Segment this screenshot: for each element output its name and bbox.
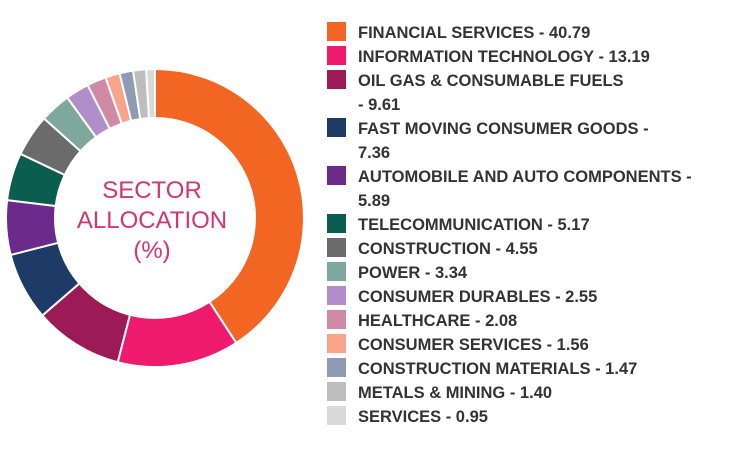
legend-swatch: [327, 358, 346, 377]
legend-label: AUTOMOBILE AND AUTO COMPONENTS -5.89: [358, 168, 692, 210]
legend-swatch: [327, 262, 346, 281]
legend-swatch: [327, 334, 346, 353]
legend-label: HEALTHCARE - 2.08: [358, 312, 518, 330]
legend-swatch: [327, 286, 346, 305]
legend-swatch: [327, 382, 346, 401]
legend-label: CONSTRUCTION - 4.55: [358, 240, 538, 258]
legend-label: CONSTRUCTION MATERIALS - 1.47: [358, 360, 638, 378]
legend-swatch: [327, 22, 346, 41]
legend-label: SERVICES - 0.95: [358, 408, 488, 426]
legend-label: FINANCIAL SERVICES - 40.79: [358, 24, 591, 42]
legend-label: POWER - 3.34: [358, 264, 468, 282]
legend-label: OIL GAS & CONSUMABLE FUELS - 9.61: [358, 72, 624, 114]
legend-swatch: [327, 166, 346, 185]
legend-swatch: [327, 46, 346, 65]
legend-label: FAST MOVING CONSUMER GOODS -7.36: [358, 120, 649, 162]
legend-label: TELECOMMUNICATION - 5.17: [358, 216, 590, 234]
legend-swatch: [327, 406, 346, 425]
donut-slice-14: [145, 67, 156, 120]
chart-title-line-3: (%): [133, 237, 171, 264]
legend-swatch: [327, 118, 346, 137]
legend-swatch: [327, 70, 346, 89]
donut-slice-1: [154, 67, 305, 345]
legend-swatch: [327, 214, 346, 233]
legend-swatch: [327, 310, 346, 329]
legend-label: INFORMATION TECHNOLOGY - 13.19: [358, 48, 650, 66]
donut-chart: [5, 67, 305, 368]
chart-title-line-1: SECTOR: [102, 177, 202, 204]
legend-label: CONSUMER DURABLES - 2.55: [358, 288, 598, 306]
legend-swatch: [327, 238, 346, 257]
legend-label: METALS & MINING - 1.40: [358, 384, 553, 402]
legend-label: CONSUMER SERVICES - 1.56: [358, 336, 589, 354]
chart-title-line-2: ALLOCATION: [76, 207, 228, 234]
chart-title: SECTOR ALLOCATION (%): [52, 176, 252, 266]
